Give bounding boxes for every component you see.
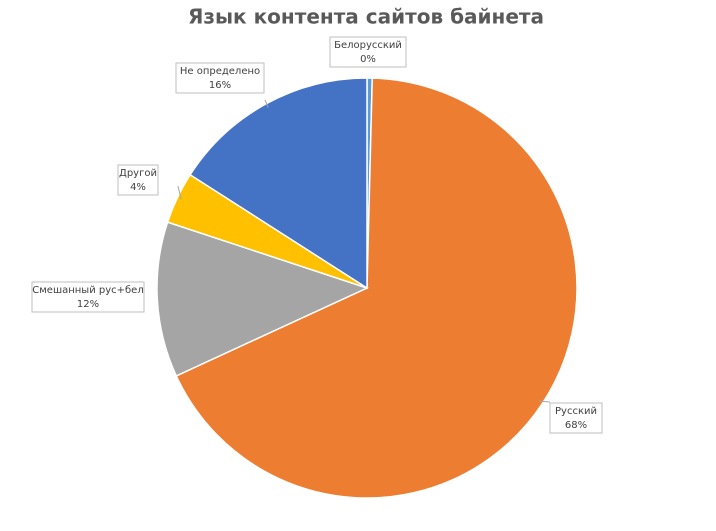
value-label: 0% <box>360 54 376 65</box>
category-label: Русский <box>555 406 597 417</box>
leader-line <box>264 99 269 108</box>
label-box <box>549 402 603 434</box>
value-label: 68% <box>565 420 587 431</box>
label-box <box>329 36 407 68</box>
leader-line <box>157 289 162 300</box>
chart-title: Язык контента сайтов байнета <box>188 5 544 29</box>
value-label: 4% <box>130 182 146 193</box>
category-label: Белорусский <box>334 40 402 51</box>
leader-line <box>538 400 551 403</box>
leader-line <box>177 185 182 200</box>
label-box <box>117 164 159 196</box>
pie-slice <box>175 77 578 499</box>
label-box <box>175 62 265 94</box>
category-label: Другой <box>119 168 157 179</box>
label-box <box>31 281 145 313</box>
value-label: 12% <box>77 299 99 310</box>
value-label: 16% <box>209 80 231 91</box>
category-label: Не определено <box>180 66 260 77</box>
category-label: Смешанный рус+бел <box>32 285 143 296</box>
pie-slice <box>156 221 370 377</box>
